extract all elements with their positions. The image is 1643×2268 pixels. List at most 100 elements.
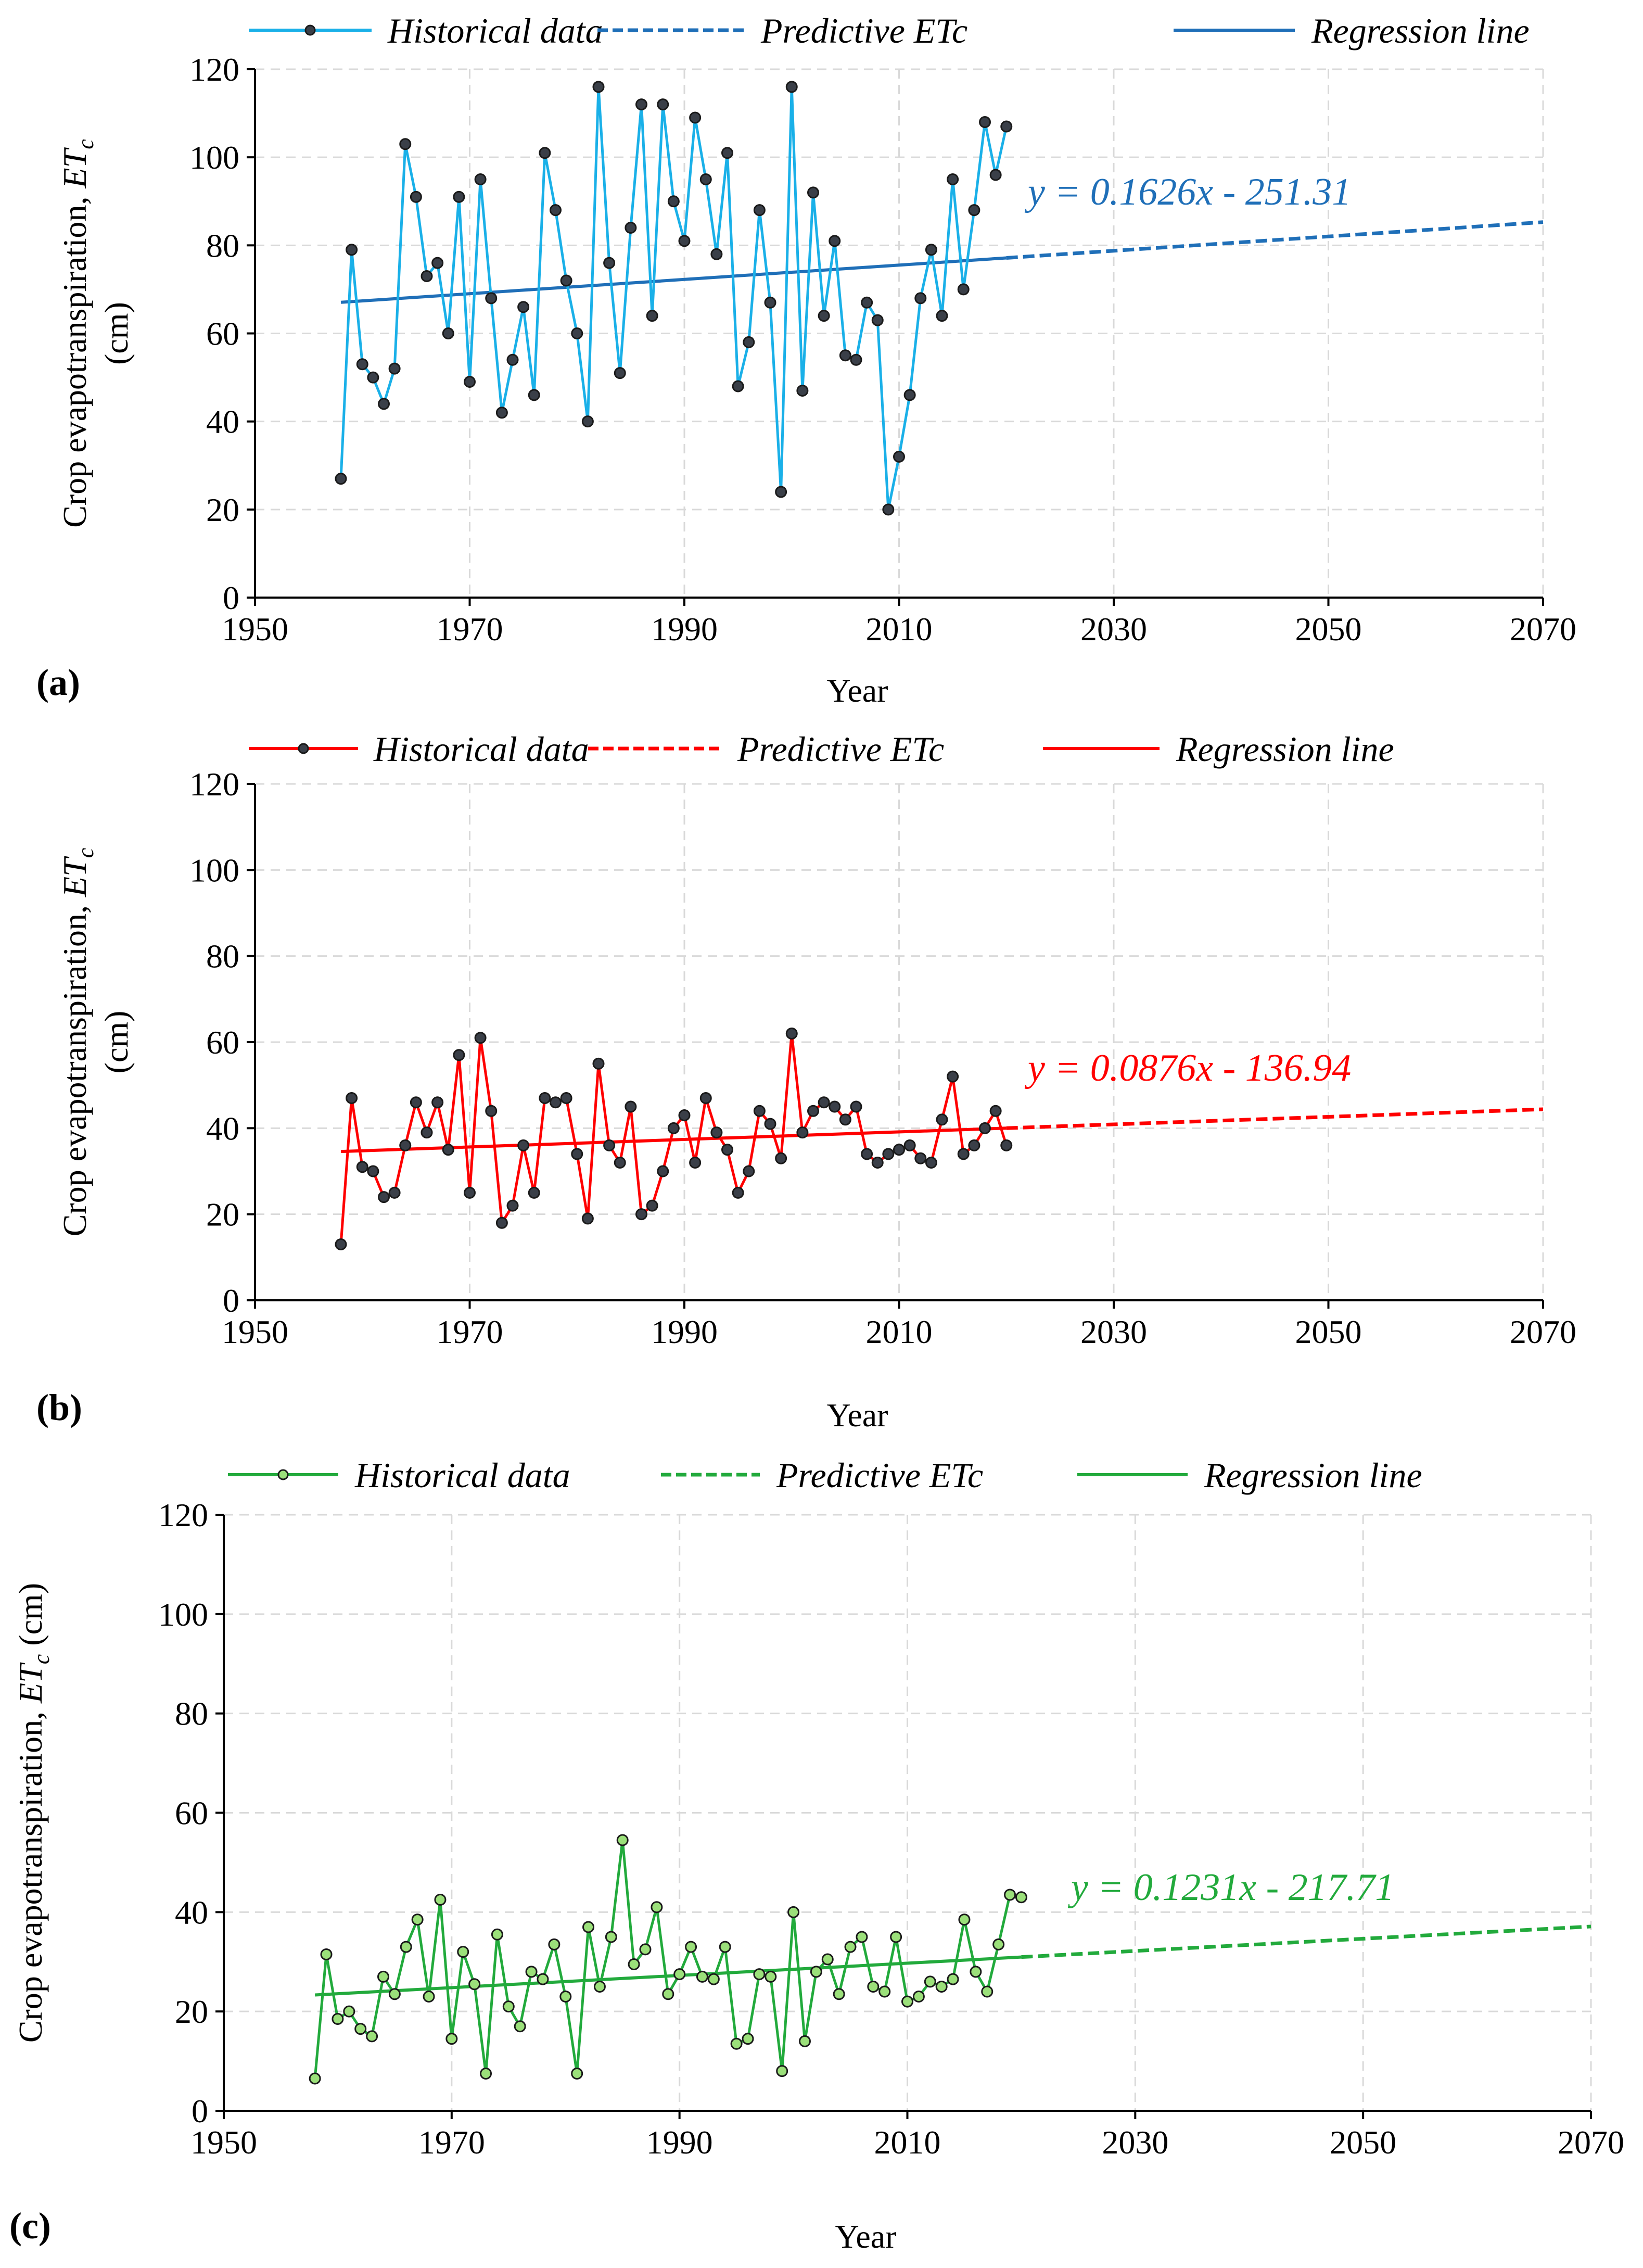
data-point: [335, 473, 347, 485]
x-tick-label: 2070: [1510, 611, 1576, 648]
y-axis-title-symbol: ET: [12, 1662, 49, 1704]
data-point: [807, 186, 819, 199]
data-point: [1004, 1889, 1016, 1901]
data-point: [528, 1186, 540, 1199]
data-point: [890, 1931, 902, 1943]
data-point: [625, 222, 637, 234]
data-point: [457, 1946, 469, 1958]
data-point: [785, 1027, 798, 1040]
data-point: [807, 1105, 819, 1117]
data-point: [517, 1139, 530, 1151]
data-point: [764, 296, 776, 309]
data-point: [411, 1914, 424, 1926]
data-point: [764, 1118, 776, 1130]
data-point: [614, 367, 626, 379]
data-point: [335, 1238, 347, 1251]
regression-equation: y = 0.1626x - 251.31: [1024, 171, 1351, 213]
x-axis-title: Year: [835, 2218, 897, 2255]
data-point: [710, 1126, 723, 1139]
y-axis-title-subscript: c: [73, 139, 98, 149]
x-tick-label: 2010: [874, 2124, 941, 2161]
x-tick-label: 2030: [1102, 2124, 1168, 2161]
x-tick-label: 2070: [1510, 1313, 1576, 1350]
legend-historical-label: Historical data: [354, 1455, 570, 1495]
data-point: [639, 1943, 652, 1956]
data-point: [646, 310, 658, 322]
panel-label: (b): [36, 1387, 82, 1428]
regression-equation: y = 0.0876x - 136.94: [1024, 1047, 1351, 1089]
data-point: [662, 1988, 674, 2000]
data-point: [399, 1139, 412, 1151]
data-point: [343, 2005, 355, 2018]
data-point: [742, 2033, 754, 2045]
data-point: [560, 274, 572, 287]
y-axis-title: Crop evapotranspiration, ETc: [56, 139, 98, 528]
data-point: [970, 1966, 982, 1978]
y-tick-label: 120: [189, 766, 239, 803]
data-point: [829, 235, 841, 247]
y-tick-label: 0: [223, 1282, 239, 1319]
data-point: [356, 1161, 368, 1173]
data-point: [678, 1109, 691, 1122]
data-point: [775, 1152, 787, 1164]
data-point: [421, 1126, 433, 1139]
data-point: [696, 1970, 708, 1983]
y-tick-label: 100: [158, 1596, 208, 1633]
data-point: [968, 1139, 980, 1151]
x-tick-label: 1990: [651, 611, 718, 648]
data-point: [947, 1070, 959, 1083]
legend-regression-label: Regression line: [1311, 11, 1530, 50]
x-tick-label: 2070: [1558, 2124, 1624, 2161]
data-point: [925, 244, 937, 256]
legend-regression-label: Regression line: [1176, 729, 1394, 769]
data-point: [844, 1941, 857, 1953]
data-point: [559, 1991, 572, 2003]
data-point: [445, 2033, 458, 2045]
data-point: [878, 1985, 891, 1998]
data-point: [936, 1113, 948, 1126]
data-point: [592, 81, 605, 93]
chart-panel-a: 1950 1970 1990 2010 2030 2050 2070 0 20 40 60 80 100…: [36, 11, 1576, 709]
data-point: [850, 353, 862, 366]
data-point: [400, 1941, 412, 1953]
legend: Historical data Predictive ETc Regression …: [228, 1455, 1422, 1495]
y-tick-label: 40: [206, 403, 239, 440]
y-tick-label: 60: [206, 1024, 239, 1061]
data-point: [721, 1144, 733, 1156]
data-point: [614, 1156, 626, 1169]
data-point: [901, 1995, 913, 2008]
data-point: [753, 1105, 766, 1117]
data-point: [388, 1186, 401, 1199]
predictive-etc-line: [1006, 1107, 1544, 1130]
data-point: [506, 1199, 519, 1212]
x-tick-label: 1950: [222, 611, 288, 648]
data-point: [957, 283, 970, 296]
predictive-etc-line: [1021, 1924, 1591, 1959]
data-point: [560, 1092, 572, 1104]
data-point: [689, 1156, 702, 1169]
y-tick-label: 20: [175, 1993, 208, 2030]
legend-predictive-label: Predictive ETc: [760, 11, 967, 50]
y-tick-label: 60: [206, 315, 239, 352]
data-point: [399, 138, 412, 150]
data-point: [667, 1122, 680, 1134]
data-point: [979, 1122, 991, 1134]
legend-predictive-label: Predictive ETc: [737, 729, 944, 769]
data-point: [936, 310, 948, 322]
data-point: [474, 173, 487, 185]
x-tick-label: 1950: [190, 2124, 257, 2161]
data-point: [871, 314, 884, 326]
legend-historical-marker: [298, 743, 309, 754]
data-point: [753, 1968, 766, 1981]
data-point: [346, 1092, 358, 1104]
data-point: [775, 486, 787, 498]
chart-panel-c: 1950 1970 1990 2010 2030 2050 2070 0 20 40 60 80 100…: [9, 1455, 1624, 2255]
data-point: [464, 1186, 476, 1199]
data-point: [861, 1148, 873, 1160]
data-point: [968, 204, 980, 217]
data-point: [356, 358, 368, 371]
data-point: [332, 2012, 344, 2025]
data-point: [893, 450, 905, 463]
data-point: [958, 1914, 971, 1926]
data-point: [992, 1938, 1005, 1950]
